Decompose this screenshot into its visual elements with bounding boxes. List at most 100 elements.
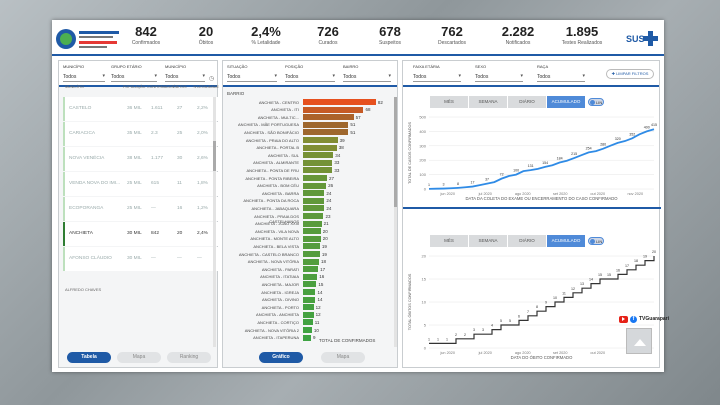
bar (303, 167, 333, 174)
y-tick-label: 300 (419, 143, 426, 148)
lin-toggle-2[interactable] (588, 237, 604, 245)
faixa-etaria-filter[interactable]: Todos (413, 72, 461, 82)
bar-value: 82 (377, 99, 383, 105)
bar-label: ANCHIETA - BOM CÉU (257, 183, 299, 189)
bar-label: ANCHIETA - CENTRO (258, 99, 299, 105)
table-row[interactable]: CASTELO 36 MIL 1.611 27 2,2% (63, 97, 223, 121)
bar (303, 106, 364, 113)
bar-label: ANCHIETA - ANCHIETA (256, 312, 299, 318)
social-badge: f TVGuarapari (619, 314, 669, 324)
clear-filters-button[interactable]: ✚ LIMPAR FILTROS (606, 69, 654, 79)
y-tick-label: 400 (419, 129, 426, 134)
table-row[interactable]: ECOPORANGA 25 MIL — 16 1,2% (63, 197, 223, 221)
situacao-filter[interactable]: Todos (227, 72, 277, 82)
channel-handle: TVGuarapari (639, 316, 670, 322)
cell-pct: 2,6% (197, 156, 208, 161)
section-title: BARRIO (227, 91, 245, 96)
map-button[interactable]: Mapa (117, 352, 161, 363)
y-tick-label: 20 (422, 254, 427, 259)
data-label: 280 (600, 143, 606, 147)
table-row[interactable]: CARIACICA 35 MIL 2.3 25 2,0% (63, 122, 223, 146)
lin-toggle[interactable] (588, 98, 604, 106)
bar-value: 24 (326, 205, 332, 211)
bar (303, 296, 316, 303)
timeline-panel: FAIXA ETÁRIA Todos SEXO Todos RAÇA Todos… (402, 60, 661, 368)
bar-value: 38 (338, 145, 344, 151)
clear-filters-label: LIMPAR FILTROS (616, 71, 649, 76)
table-row[interactable]: VENDA NOVA DO IMI... 25 MIL 615 11 1,8% (63, 172, 223, 196)
municipio-filter[interactable]: Todos (63, 72, 105, 82)
chart-button[interactable]: Gráfico (259, 352, 303, 363)
kpi-notificados: 2.282 Notificados (488, 24, 548, 46)
municipio-filter-2[interactable]: Todos (165, 72, 205, 82)
sexo-filter[interactable]: Todos (475, 72, 523, 82)
table-button[interactable]: Tabela (67, 352, 111, 363)
bar-label: ANCHIETA - BELA VISTA (253, 243, 299, 249)
tab-mês[interactable]: MÊS (430, 235, 468, 247)
data-label: 10 (553, 296, 557, 300)
tab-acumulado[interactable]: ACUMULADO (547, 96, 585, 108)
data-label: 3 (443, 183, 445, 187)
bairro-filter[interactable]: Todos (343, 72, 391, 82)
clock-icon[interactable]: ◷ (209, 76, 215, 82)
data-label: 1 (446, 337, 448, 341)
bar (303, 197, 325, 204)
bar-value: 57 (355, 114, 361, 120)
raca-filter[interactable]: Todos (537, 72, 585, 82)
cell-pct: 2,0% (197, 131, 208, 136)
bar (303, 228, 321, 235)
kpi-confirmados: 842 Confirmados (116, 24, 176, 46)
facebook-icon: f (630, 315, 637, 323)
bar-label: ANCHIETA - PONTA RIBEIRA (245, 175, 299, 181)
y-axis-label: TOTAL DE CASOS CONFIRMADOS (408, 122, 412, 184)
x-tick-label: set 2020 (553, 192, 568, 196)
data-label: 131 (528, 164, 534, 168)
filter-strip: MUNICÍPIO Todos GRUPO ETÁRIO Todos MUNIC… (59, 61, 217, 87)
data-label: 5 (500, 319, 502, 323)
data-label: 12 (571, 287, 575, 291)
bar (303, 99, 376, 105)
table-header: % LETALIDADE (193, 85, 219, 89)
bar-value: 15 (318, 281, 324, 287)
series-line (429, 256, 655, 344)
bar (303, 144, 337, 151)
kpi-label: Testes Realizados (561, 40, 603, 46)
bar-value: 51 (350, 122, 356, 128)
cell-conf: 842 (151, 231, 160, 236)
y-tick-label: 0 (424, 346, 427, 351)
tab-diário[interactable]: DIÁRIO (508, 235, 546, 247)
table-row[interactable]: NOVA VENÉCIA 38 MIL 1.177 30 2,6% (63, 147, 223, 171)
ranking-button[interactable]: Ranking (167, 352, 211, 363)
table-row[interactable]: AFONSO CLÁUDIO 30 MIL — — — (63, 247, 223, 271)
bar (303, 152, 334, 159)
filter-label: BAIRRO (343, 64, 359, 69)
bar-value: 51 (350, 129, 356, 135)
bar-value: 11 (314, 319, 320, 325)
posicao-filter[interactable]: Todos (285, 72, 335, 82)
bar-value: 14 (317, 297, 323, 303)
table-panel: MUNICÍPIO Todos GRUPO ETÁRIO Todos MUNIC… (58, 60, 223, 368)
map-button-2[interactable]: Mapa (321, 352, 365, 363)
tab-semana[interactable]: SEMANA (469, 235, 507, 247)
cases-line-chart: 0 100 200 300 400 500 jun 2020 jul 2020 ago 2020… (408, 115, 657, 202)
table-row[interactable]: ANCHIETA 30 MIL 842 20 2,4% (63, 222, 223, 246)
bar-value: 20 (322, 236, 328, 242)
bar-label: ANCHIETA - MÃE PORTUGUESA (238, 122, 299, 128)
bar-label: ANCHIETA - MAJOR (261, 281, 299, 287)
bar-label: ANCHIETA - SÃO BONIFÁCIO (244, 129, 299, 135)
toggle-label: LIN (596, 239, 603, 244)
table-scrollbar[interactable] (213, 97, 216, 347)
x-tick-label: ago 2020 (515, 192, 531, 196)
kpi-value: 726 (317, 24, 339, 39)
bar (303, 137, 338, 143)
cell-ob: — (177, 256, 182, 261)
tab-diário[interactable]: DIÁRIO (508, 96, 546, 108)
tab-mês[interactable]: MÊS (430, 96, 468, 108)
bar-scrollbar[interactable] (394, 97, 397, 347)
tab-acumulado[interactable]: ACUMULADO (547, 235, 585, 247)
tab-semana[interactable]: SEMANA (469, 96, 507, 108)
scroll-up-button[interactable] (626, 328, 652, 354)
cell-pop: 30 MIL (127, 256, 142, 261)
age-group-filter[interactable]: Todos (111, 72, 157, 82)
